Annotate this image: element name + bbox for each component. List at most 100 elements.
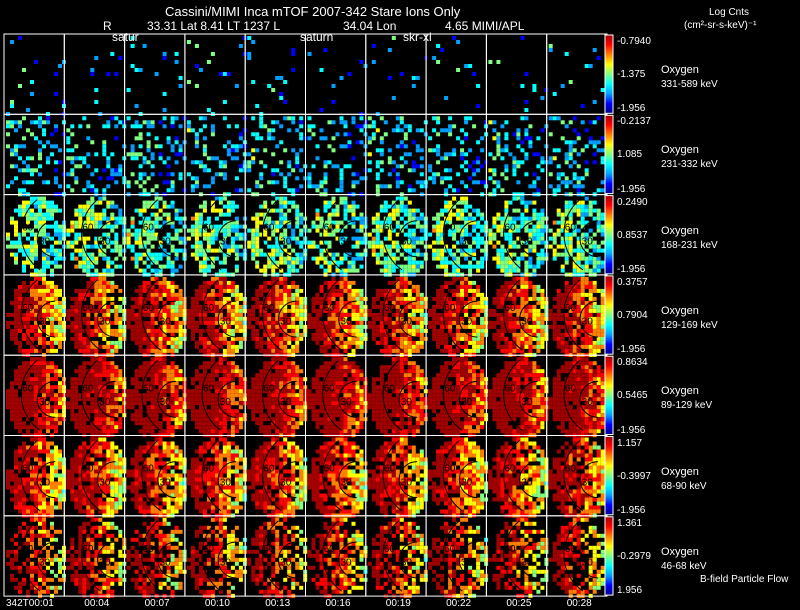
heatmap-cell bbox=[166, 232, 171, 237]
heatmap-cell bbox=[592, 280, 597, 285]
heatmap-cell bbox=[22, 208, 26, 213]
heatmap-cell bbox=[14, 369, 18, 374]
heatmap-cell bbox=[371, 328, 376, 333]
heatmap-cell bbox=[110, 212, 115, 217]
heatmap-cell bbox=[174, 304, 179, 309]
heatmap-cell bbox=[22, 116, 26, 121]
heatmap-cell bbox=[488, 308, 493, 313]
heatmap-cell bbox=[504, 288, 509, 293]
heatmap-cell bbox=[436, 300, 441, 305]
heatmap-cell bbox=[38, 232, 42, 237]
heatmap-cell bbox=[82, 116, 87, 121]
heatmap-cell bbox=[102, 140, 107, 145]
heatmap-cell bbox=[230, 320, 235, 325]
heatmap-cell bbox=[202, 280, 207, 285]
heatmap-cell bbox=[588, 244, 593, 249]
heatmap-cell bbox=[407, 288, 412, 293]
heatmap-cell bbox=[22, 393, 26, 398]
heatmap-cell bbox=[82, 336, 87, 341]
heatmap-cell bbox=[415, 216, 420, 221]
heatmap-cell bbox=[146, 132, 151, 137]
heatmap-cell bbox=[106, 296, 111, 301]
heatmap-cell bbox=[444, 332, 449, 337]
heatmap-cell bbox=[267, 280, 272, 285]
heatmap-cell bbox=[66, 308, 71, 313]
heatmap-cell bbox=[580, 312, 585, 317]
heatmap-cell bbox=[78, 296, 83, 301]
heatmap-cell bbox=[118, 320, 123, 325]
heatmap-cell bbox=[214, 276, 219, 281]
heatmap-cell bbox=[295, 348, 300, 353]
heatmap-cell bbox=[564, 344, 569, 349]
heatmap-cell bbox=[584, 292, 589, 297]
heatmap-cell bbox=[588, 308, 593, 313]
heatmap-cell bbox=[162, 328, 167, 333]
heatmap-cell bbox=[440, 348, 445, 353]
heatmap-cell bbox=[556, 288, 561, 293]
heatmap-cell bbox=[126, 116, 131, 121]
heatmap-cell bbox=[234, 316, 239, 321]
heatmap-cell bbox=[198, 216, 203, 221]
heatmap-cell bbox=[86, 224, 91, 229]
heatmap-cell bbox=[359, 324, 364, 329]
heatmap-cell bbox=[516, 180, 521, 185]
heatmap-cell bbox=[271, 280, 276, 285]
heatmap-cell bbox=[214, 256, 219, 261]
heatmap-cell bbox=[379, 324, 384, 329]
heatmap-cell bbox=[54, 204, 58, 209]
heatmap-cell bbox=[142, 340, 147, 345]
heatmap-cell bbox=[174, 116, 179, 121]
heatmap-cell bbox=[114, 256, 119, 261]
heatmap-cell bbox=[42, 284, 46, 289]
heatmap-cell bbox=[26, 316, 30, 321]
heatmap-cell bbox=[142, 268, 147, 273]
heatmap-cell bbox=[500, 292, 505, 297]
heatmap-cell bbox=[70, 168, 75, 173]
heatmap-cell bbox=[379, 228, 384, 233]
heatmap-cell bbox=[162, 252, 167, 257]
heatmap-cell bbox=[78, 260, 83, 265]
heatmap-cell bbox=[263, 280, 268, 285]
heatmap-cell bbox=[186, 308, 191, 313]
heatmap-cell bbox=[46, 256, 50, 261]
heatmap-cell bbox=[287, 224, 292, 229]
heatmap-cell bbox=[403, 288, 408, 293]
heatmap-cell bbox=[339, 184, 344, 189]
heatmap-cell bbox=[331, 292, 336, 297]
heatmap-cell bbox=[6, 244, 10, 249]
heatmap-cell bbox=[395, 184, 400, 189]
heatmap-cell bbox=[359, 252, 364, 257]
heatmap-cell bbox=[78, 312, 83, 317]
heatmap-cell bbox=[444, 336, 449, 341]
heatmap-cell bbox=[170, 348, 175, 353]
heatmap-cell bbox=[18, 308, 22, 313]
heatmap-cell bbox=[190, 184, 195, 189]
heatmap-cell bbox=[576, 248, 581, 253]
heatmap-cell bbox=[50, 284, 54, 289]
heatmap-cell bbox=[295, 312, 300, 317]
heatmap-cell bbox=[588, 344, 593, 349]
heatmap-cell bbox=[114, 328, 119, 333]
heatmap-cell bbox=[222, 228, 227, 233]
heatmap-cell bbox=[323, 240, 328, 245]
heatmap-cell bbox=[411, 312, 416, 317]
heatmap-cell bbox=[210, 320, 215, 325]
heatmap-cell bbox=[42, 132, 46, 137]
heatmap-cell bbox=[263, 232, 268, 237]
heatmap-cell bbox=[210, 256, 215, 261]
heatmap-cell bbox=[218, 72, 223, 76]
heatmap-cell bbox=[170, 316, 175, 321]
heatmap-cell bbox=[444, 128, 449, 133]
panel-r1-c0 bbox=[3, 113, 66, 197]
heatmap-cell bbox=[452, 252, 457, 257]
heatmap-cell bbox=[271, 324, 276, 329]
heatmap-cell bbox=[162, 336, 167, 341]
heatmap-cell bbox=[46, 389, 50, 394]
heatmap-cell bbox=[464, 348, 469, 353]
heatmap-cell bbox=[319, 296, 324, 301]
heatmap-cell bbox=[198, 332, 203, 337]
heatmap-cell bbox=[576, 296, 581, 301]
heatmap-cell bbox=[516, 320, 521, 325]
heatmap-cell bbox=[283, 216, 288, 221]
heatmap-cell bbox=[319, 224, 324, 229]
